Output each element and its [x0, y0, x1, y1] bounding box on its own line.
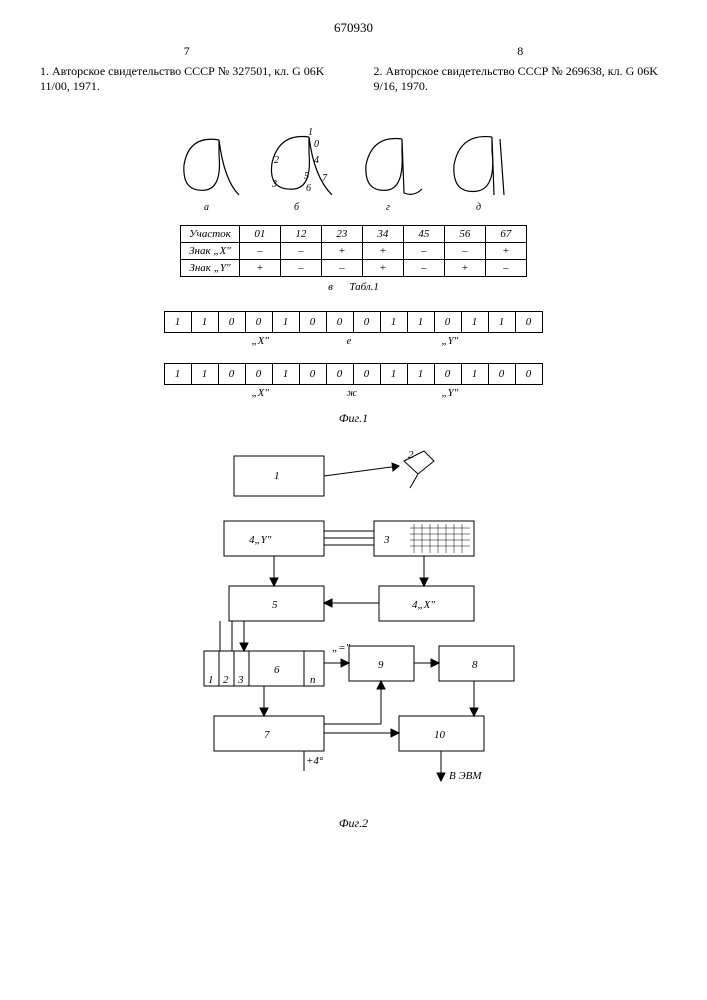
- table-row: Знак „Y" + – – + – + –: [181, 259, 527, 276]
- svg-text:г: г: [386, 202, 390, 213]
- reference-2: 2. Авторское свидетельство СССР № 269638…: [374, 64, 668, 95]
- svg-text:4: 4: [314, 155, 319, 166]
- th-label: Участок: [181, 225, 240, 242]
- svg-text:9: 9: [378, 659, 384, 671]
- svg-text:0: 0: [314, 139, 319, 150]
- svg-text:3: 3: [383, 534, 390, 546]
- table-1: Участок 01 12 23 34 45 56 67 Знак „X" – …: [180, 225, 527, 277]
- svg-text:8: 8: [472, 659, 478, 671]
- bit-row-2-labels: „X" ж „Y": [172, 387, 536, 401]
- glyphs-figure: 1 0 2 4 3 5 6 7 а б г д: [164, 125, 544, 215]
- svg-text:3: 3: [271, 179, 277, 190]
- right-column: 8 2. Авторское свидетельство СССР № 2696…: [374, 44, 668, 95]
- svg-text:6: 6: [274, 664, 280, 676]
- svg-text:2: 2: [223, 674, 229, 686]
- svg-text:а: а: [204, 202, 209, 213]
- block-diagram: 1 2 3 4„Y" 4„X" 5 6 1 2 3 n „=" 9 8 7 10…: [174, 446, 534, 806]
- svg-text:2: 2: [408, 449, 414, 461]
- svg-text:7: 7: [322, 173, 328, 184]
- svg-text:+4°: +4°: [306, 755, 324, 767]
- document-number: 670930: [40, 20, 667, 36]
- svg-text:„=": „=": [332, 642, 351, 654]
- svg-text:7: 7: [264, 729, 270, 741]
- svg-text:2: 2: [274, 155, 279, 166]
- bit-row-2: 11001000110100: [40, 363, 667, 385]
- table-row: Знак „X" – – + + – – +: [181, 242, 527, 259]
- table-header-row: Участок 01 12 23 34 45 56 67: [181, 225, 527, 242]
- right-col-number: 8: [374, 44, 668, 60]
- svg-text:4„Y": 4„Y": [249, 534, 272, 546]
- svg-text:5: 5: [304, 171, 309, 182]
- svg-text:1: 1: [208, 674, 214, 686]
- reference-1: 1. Авторское свидетельство СССР № 327501…: [40, 64, 334, 95]
- svg-text:6: 6: [306, 183, 311, 194]
- svg-text:5: 5: [272, 599, 278, 611]
- svg-text:4„X": 4„X": [412, 599, 435, 611]
- table1-caption: в Табл.1: [40, 281, 667, 293]
- bit-row-1-labels: „X" е „Y": [172, 335, 536, 349]
- svg-text:В ЭВМ: В ЭВМ: [449, 770, 482, 782]
- bit-row-1: 11001000110110: [40, 311, 667, 333]
- svg-text:10: 10: [434, 729, 446, 741]
- svg-text:д: д: [476, 202, 481, 213]
- fig2-label: Фиг.2: [40, 816, 667, 831]
- svg-text:n: n: [310, 674, 316, 686]
- svg-text:1: 1: [274, 470, 280, 482]
- reference-columns: 7 1. Авторское свидетельство СССР № 3275…: [40, 44, 667, 95]
- left-col-number: 7: [40, 44, 334, 60]
- fig1-label: Фиг.1: [40, 411, 667, 426]
- svg-text:3: 3: [237, 674, 244, 686]
- left-column: 7 1. Авторское свидетельство СССР № 3275…: [40, 44, 334, 95]
- svg-text:б: б: [294, 202, 300, 213]
- svg-text:1: 1: [308, 127, 313, 138]
